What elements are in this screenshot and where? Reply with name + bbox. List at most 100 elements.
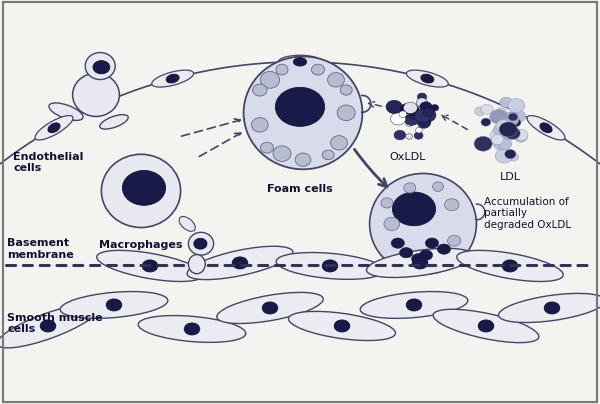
Ellipse shape xyxy=(498,118,512,130)
Ellipse shape xyxy=(142,260,158,272)
Ellipse shape xyxy=(457,250,563,282)
Ellipse shape xyxy=(166,74,179,83)
Ellipse shape xyxy=(49,103,83,120)
Ellipse shape xyxy=(415,128,422,133)
Text: Smooth muscle
cells: Smooth muscle cells xyxy=(7,313,103,335)
Ellipse shape xyxy=(481,118,491,126)
Ellipse shape xyxy=(100,115,128,129)
Ellipse shape xyxy=(337,105,355,121)
Ellipse shape xyxy=(217,292,323,324)
Ellipse shape xyxy=(328,73,344,87)
Ellipse shape xyxy=(311,64,325,75)
Ellipse shape xyxy=(188,232,214,255)
Ellipse shape xyxy=(244,57,362,169)
Ellipse shape xyxy=(406,121,413,126)
Ellipse shape xyxy=(331,136,347,150)
Ellipse shape xyxy=(425,238,439,248)
Ellipse shape xyxy=(400,248,413,258)
Ellipse shape xyxy=(495,149,512,163)
Ellipse shape xyxy=(445,199,459,211)
Ellipse shape xyxy=(498,114,514,127)
Ellipse shape xyxy=(276,64,288,75)
Ellipse shape xyxy=(474,136,492,151)
Ellipse shape xyxy=(544,302,560,314)
Ellipse shape xyxy=(540,123,552,133)
Ellipse shape xyxy=(418,118,430,128)
Ellipse shape xyxy=(409,109,422,120)
Ellipse shape xyxy=(403,102,418,114)
Text: Endothelial
cells: Endothelial cells xyxy=(13,152,83,173)
Ellipse shape xyxy=(419,107,432,118)
Ellipse shape xyxy=(492,129,501,137)
Ellipse shape xyxy=(187,246,293,280)
Ellipse shape xyxy=(40,320,56,332)
Ellipse shape xyxy=(106,299,122,311)
Ellipse shape xyxy=(404,109,411,115)
Ellipse shape xyxy=(494,128,507,138)
Ellipse shape xyxy=(322,150,334,160)
Ellipse shape xyxy=(419,108,436,122)
Ellipse shape xyxy=(502,260,518,272)
Ellipse shape xyxy=(334,320,350,332)
Ellipse shape xyxy=(276,252,384,279)
Ellipse shape xyxy=(0,304,99,348)
Ellipse shape xyxy=(138,316,246,342)
Ellipse shape xyxy=(508,99,525,113)
Ellipse shape xyxy=(500,97,512,107)
Ellipse shape xyxy=(490,130,502,141)
Text: Accumulation of
partially
degraded OxLDL: Accumulation of partially degraded OxLDL xyxy=(484,196,571,230)
Ellipse shape xyxy=(499,122,517,137)
Ellipse shape xyxy=(497,128,507,136)
Ellipse shape xyxy=(262,302,278,314)
Ellipse shape xyxy=(511,110,526,122)
Ellipse shape xyxy=(275,87,325,126)
Ellipse shape xyxy=(188,255,205,274)
Ellipse shape xyxy=(503,128,517,139)
Ellipse shape xyxy=(35,116,73,140)
Ellipse shape xyxy=(391,113,406,125)
Ellipse shape xyxy=(421,104,431,112)
Ellipse shape xyxy=(386,100,403,114)
Ellipse shape xyxy=(420,102,432,112)
Ellipse shape xyxy=(184,323,200,335)
Ellipse shape xyxy=(505,149,516,159)
Ellipse shape xyxy=(394,130,406,140)
Ellipse shape xyxy=(97,250,203,282)
Ellipse shape xyxy=(251,118,268,132)
Ellipse shape xyxy=(253,84,267,96)
Ellipse shape xyxy=(527,116,565,140)
Ellipse shape xyxy=(433,182,443,191)
Ellipse shape xyxy=(278,55,322,68)
Ellipse shape xyxy=(433,309,539,343)
Ellipse shape xyxy=(496,120,511,133)
Ellipse shape xyxy=(419,250,433,260)
Ellipse shape xyxy=(101,154,181,227)
Ellipse shape xyxy=(322,260,338,272)
Ellipse shape xyxy=(412,254,425,264)
Ellipse shape xyxy=(497,108,506,116)
Text: Macrophages: Macrophages xyxy=(99,240,183,250)
Ellipse shape xyxy=(416,98,427,107)
Ellipse shape xyxy=(232,257,248,269)
Ellipse shape xyxy=(423,108,434,117)
Ellipse shape xyxy=(404,183,416,193)
Ellipse shape xyxy=(48,123,60,133)
Ellipse shape xyxy=(508,113,518,121)
Ellipse shape xyxy=(511,119,521,126)
Ellipse shape xyxy=(73,73,119,116)
Text: Basement
membrane: Basement membrane xyxy=(7,238,74,260)
Ellipse shape xyxy=(505,127,520,139)
Ellipse shape xyxy=(399,111,407,118)
Ellipse shape xyxy=(295,153,311,166)
Ellipse shape xyxy=(409,104,425,117)
Ellipse shape xyxy=(391,238,404,248)
Ellipse shape xyxy=(499,139,512,149)
Ellipse shape xyxy=(194,238,207,249)
Ellipse shape xyxy=(499,293,600,322)
Ellipse shape xyxy=(60,292,168,318)
Ellipse shape xyxy=(370,173,476,274)
Ellipse shape xyxy=(400,103,413,114)
Ellipse shape xyxy=(490,109,507,124)
Ellipse shape xyxy=(406,299,422,311)
Ellipse shape xyxy=(495,112,507,122)
